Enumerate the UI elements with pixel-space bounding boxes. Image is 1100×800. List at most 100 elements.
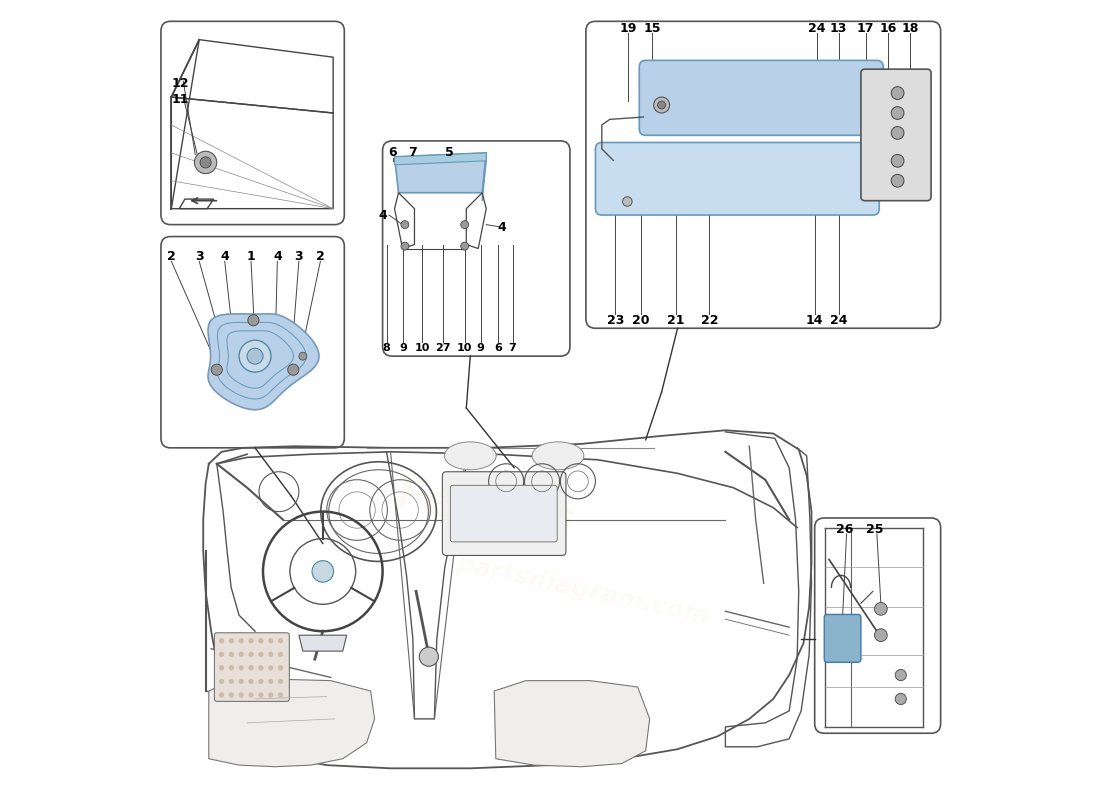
Text: 12: 12 xyxy=(172,77,189,90)
Circle shape xyxy=(258,652,263,657)
Circle shape xyxy=(258,693,263,698)
Circle shape xyxy=(874,602,888,615)
FancyBboxPatch shape xyxy=(214,633,289,702)
Text: 13: 13 xyxy=(829,22,847,35)
Ellipse shape xyxy=(444,442,496,470)
Text: 21: 21 xyxy=(668,314,684,326)
Text: 19: 19 xyxy=(619,22,637,35)
Circle shape xyxy=(278,693,283,698)
Circle shape xyxy=(278,679,283,684)
Polygon shape xyxy=(482,153,486,201)
Text: 9: 9 xyxy=(476,343,485,353)
Text: 4: 4 xyxy=(273,250,282,263)
Circle shape xyxy=(658,101,666,109)
Text: 11: 11 xyxy=(172,93,189,106)
FancyBboxPatch shape xyxy=(442,472,565,555)
Circle shape xyxy=(229,652,234,657)
Text: 27: 27 xyxy=(436,343,451,353)
Circle shape xyxy=(874,629,888,642)
FancyBboxPatch shape xyxy=(861,69,931,201)
Text: 16: 16 xyxy=(879,22,896,35)
Circle shape xyxy=(248,314,258,326)
Ellipse shape xyxy=(532,442,584,470)
Polygon shape xyxy=(299,635,346,651)
Text: 4: 4 xyxy=(220,250,229,263)
Polygon shape xyxy=(209,679,375,766)
Circle shape xyxy=(312,561,333,582)
Circle shape xyxy=(195,151,217,174)
Circle shape xyxy=(239,340,271,372)
Circle shape xyxy=(211,364,222,375)
Circle shape xyxy=(891,86,904,99)
Text: 8: 8 xyxy=(383,343,390,353)
Text: 3: 3 xyxy=(295,250,304,263)
Text: 17: 17 xyxy=(857,22,874,35)
Text: 25: 25 xyxy=(866,522,883,536)
Text: Ferrari: Ferrari xyxy=(390,472,574,554)
Text: 26: 26 xyxy=(836,522,854,536)
Polygon shape xyxy=(494,681,650,766)
Circle shape xyxy=(419,647,439,666)
Text: 2: 2 xyxy=(316,250,324,263)
Circle shape xyxy=(239,693,243,698)
Circle shape xyxy=(239,679,243,684)
Circle shape xyxy=(219,638,224,643)
Circle shape xyxy=(268,652,273,657)
FancyBboxPatch shape xyxy=(639,60,883,135)
Text: 24: 24 xyxy=(829,314,847,326)
Circle shape xyxy=(229,638,234,643)
Circle shape xyxy=(258,638,263,643)
Circle shape xyxy=(239,638,243,643)
FancyBboxPatch shape xyxy=(450,486,558,542)
Circle shape xyxy=(288,364,299,375)
Circle shape xyxy=(400,221,409,229)
Circle shape xyxy=(239,652,243,657)
Circle shape xyxy=(219,652,224,657)
Circle shape xyxy=(278,638,283,643)
Text: 22: 22 xyxy=(701,314,718,326)
Circle shape xyxy=(268,666,273,670)
Text: 18: 18 xyxy=(902,22,918,35)
Text: 15: 15 xyxy=(644,22,661,35)
Circle shape xyxy=(249,693,253,698)
Text: 4: 4 xyxy=(498,221,506,234)
Text: 2: 2 xyxy=(167,250,176,263)
Circle shape xyxy=(891,174,904,187)
Text: 9: 9 xyxy=(399,343,407,353)
Text: 24: 24 xyxy=(808,22,826,35)
Circle shape xyxy=(461,221,469,229)
Circle shape xyxy=(891,126,904,139)
Circle shape xyxy=(623,197,632,206)
Circle shape xyxy=(895,670,906,681)
Text: 5: 5 xyxy=(446,146,454,159)
Circle shape xyxy=(249,679,253,684)
FancyBboxPatch shape xyxy=(595,142,879,215)
Circle shape xyxy=(278,652,283,657)
Text: 20: 20 xyxy=(632,314,650,326)
Text: 14: 14 xyxy=(806,314,824,326)
Circle shape xyxy=(268,679,273,684)
Text: 7: 7 xyxy=(508,343,516,353)
FancyBboxPatch shape xyxy=(824,614,861,662)
Polygon shape xyxy=(395,153,486,165)
Circle shape xyxy=(219,679,224,684)
Circle shape xyxy=(268,693,273,698)
Circle shape xyxy=(229,666,234,670)
Circle shape xyxy=(219,693,224,698)
Circle shape xyxy=(400,242,409,250)
Circle shape xyxy=(278,666,283,670)
Circle shape xyxy=(268,638,273,643)
Circle shape xyxy=(229,679,234,684)
Text: 7: 7 xyxy=(408,146,417,159)
Text: 4: 4 xyxy=(378,209,387,222)
Circle shape xyxy=(249,652,253,657)
Circle shape xyxy=(299,352,307,360)
Circle shape xyxy=(258,679,263,684)
Circle shape xyxy=(249,638,253,643)
Circle shape xyxy=(200,157,211,168)
Circle shape xyxy=(229,693,234,698)
Text: 6: 6 xyxy=(494,343,502,353)
Text: partsdiagram.com: partsdiagram.com xyxy=(454,551,712,628)
Circle shape xyxy=(219,666,224,670)
Circle shape xyxy=(653,97,670,113)
